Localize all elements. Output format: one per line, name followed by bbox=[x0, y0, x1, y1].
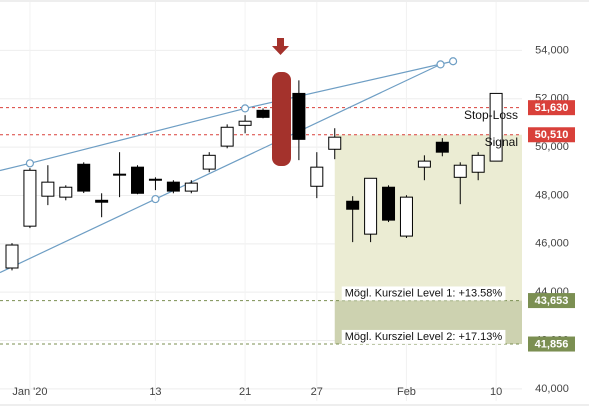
candle-body bbox=[59, 186, 73, 198]
candle-body bbox=[77, 163, 91, 192]
level-name: Mögl. Kursziel Level 2: +17.13% bbox=[345, 331, 503, 343]
candle-body bbox=[184, 182, 198, 192]
level-value-label: 41,856 bbox=[535, 338, 569, 350]
level-name-bg bbox=[341, 286, 506, 301]
y-tick-label: 54,000 bbox=[535, 44, 569, 56]
candle-body bbox=[471, 154, 485, 173]
candle-body bbox=[5, 244, 19, 269]
candle-body bbox=[364, 177, 378, 235]
candle-body bbox=[148, 178, 162, 181]
candle-body bbox=[131, 166, 145, 194]
level-value-box bbox=[528, 100, 575, 116]
y-tick-label: 50,000 bbox=[535, 141, 569, 153]
y-tick-label: 40,000 bbox=[535, 383, 569, 395]
level-name: Signal bbox=[485, 135, 518, 149]
candle-body bbox=[41, 181, 55, 197]
level-name: Stop-Loss bbox=[464, 108, 518, 122]
candle-body bbox=[346, 200, 360, 210]
x-tick-label: Jan '20 bbox=[12, 386, 47, 398]
x-tick-label: Feb bbox=[397, 386, 416, 398]
candle-body bbox=[328, 136, 342, 150]
candle-body bbox=[310, 166, 324, 187]
candle-body bbox=[238, 120, 252, 126]
level-value-label: 43,653 bbox=[535, 295, 569, 307]
candle-body bbox=[202, 154, 216, 170]
candle-body bbox=[435, 141, 449, 153]
top-layer: 40,00042,00044,00046,00048,00050,00052,0… bbox=[12, 44, 575, 398]
y-tick-label: 48,000 bbox=[535, 189, 569, 201]
candle-body bbox=[292, 92, 306, 140]
level-name-bg bbox=[341, 329, 506, 344]
level-value-label: 50,510 bbox=[535, 129, 569, 141]
level-value-label: 51,630 bbox=[535, 102, 569, 114]
trendline-anchor bbox=[240, 104, 250, 113]
signal-arrow bbox=[272, 38, 289, 55]
x-tick-label: 10 bbox=[490, 386, 502, 398]
trendline-anchor bbox=[436, 60, 445, 69]
candle-body bbox=[453, 164, 467, 178]
candle-body bbox=[23, 169, 37, 227]
candle-body bbox=[489, 92, 503, 162]
candle-body bbox=[166, 181, 180, 192]
trendline-anchor bbox=[25, 159, 35, 168]
level-value-box bbox=[528, 293, 575, 309]
candle-body bbox=[113, 173, 127, 176]
y-tick-label: 46,000 bbox=[535, 238, 569, 250]
candle-body bbox=[399, 196, 413, 237]
trendline-extension bbox=[0, 198, 156, 274]
trendline-anchor bbox=[448, 57, 458, 66]
level-name: Mögl. Kursziel Level 1: +13.58% bbox=[345, 287, 503, 299]
level-value-box bbox=[528, 336, 575, 352]
candle-body bbox=[382, 186, 396, 221]
trendline-extension bbox=[0, 162, 31, 172]
x-tick-label: 27 bbox=[311, 386, 323, 398]
x-tick-label: 13 bbox=[149, 386, 161, 398]
candle-body bbox=[220, 126, 234, 147]
x-tick-label: 21 bbox=[239, 386, 251, 398]
trendline-anchor bbox=[151, 194, 160, 204]
highlight-marker bbox=[272, 72, 291, 166]
candle-body bbox=[417, 160, 431, 168]
candle-body bbox=[95, 199, 109, 203]
level-value-box bbox=[528, 127, 575, 143]
candle-body bbox=[256, 109, 270, 118]
